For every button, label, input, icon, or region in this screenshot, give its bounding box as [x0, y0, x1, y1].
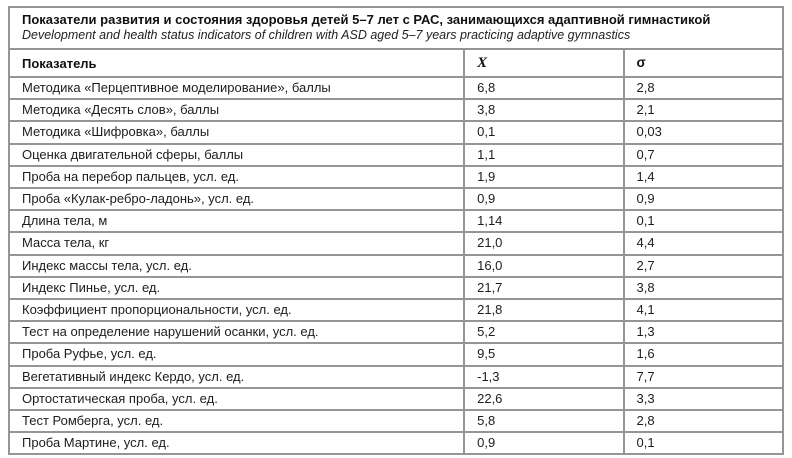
cell-sigma: 0,9 — [622, 187, 785, 212]
table-row: Коэффициент пропорциональности, усл. ед.… — [7, 298, 785, 323]
cell-indicator: Индекс массы тела, усл. ед. — [7, 253, 466, 278]
cell-indicator: Тест на определение нарушений осанки, ус… — [7, 320, 466, 345]
cell-indicator: Индекс Пинье, усл. ед. — [7, 275, 466, 301]
cell-indicator: Методика «Шифровка», баллы — [7, 120, 466, 145]
caption-subtitle-en: Development and health status indicators… — [22, 28, 631, 42]
cell-sigma: 3,3 — [622, 386, 785, 412]
page: Показатели развития и состояния здоровья… — [7, 6, 785, 456]
table-row: Проба Мартине, усл. ед. 0,9 0,1 — [7, 431, 785, 456]
cell-sigma: 0,1 — [622, 431, 785, 456]
table-row: Индекс Пинье, усл. ед. 21,7 3,8 — [7, 275, 785, 301]
table-row: Вегетативный индекс Кердо, усл. ед. -1,3 7… — [7, 364, 785, 389]
cell-mean: 9,5 — [463, 342, 625, 367]
cell-indicator: Оценка двигательной сферы, баллы — [7, 142, 466, 167]
table-body: Методика «Перцептивное моделирование», б… — [7, 75, 785, 456]
cell-mean: 6,8 — [463, 75, 625, 101]
cell-indicator: Проба Руфье, усл. ед. — [7, 342, 466, 367]
cell-mean: 16,0 — [463, 253, 625, 278]
cell-sigma: 1,3 — [622, 320, 785, 345]
column-header-sigma: σ — [622, 48, 785, 78]
table-row: Оценка двигательной сферы, баллы 1,1 0,7 — [7, 142, 785, 167]
cell-sigma: 1,6 — [622, 342, 785, 367]
cell-mean: 21,0 — [463, 231, 625, 256]
cell-indicator: Длина тела, м — [7, 209, 466, 234]
cell-indicator: Тест Ромберга, усл. ед. — [7, 409, 466, 434]
cell-mean: 3,8 — [463, 98, 625, 123]
cell-mean: 5,2 — [463, 320, 625, 345]
caption-title-ru: Показатели развития и состояния здоровья… — [22, 12, 711, 27]
table-row: Методика «Шифровка», баллы 0,1 0,03 — [7, 120, 785, 145]
cell-indicator: Проба на перебор пальцев, усл. ед. — [7, 164, 466, 190]
cell-sigma: 4,4 — [622, 231, 785, 256]
table-row: Масса тела, кг 21,0 4,4 — [7, 231, 785, 256]
cell-indicator: Вегетативный индекс Кердо, усл. ед. — [7, 364, 466, 389]
table-row: Проба на перебор пальцев, усл. ед. 1,9 1,4 — [7, 164, 785, 190]
column-header-mean: X — [463, 48, 625, 78]
indicators-table: Показатели развития и состояния здоровья… — [7, 6, 785, 456]
cell-mean: 1,14 — [463, 209, 625, 234]
table-row: Проба Руфье, усл. ед. 9,5 1,6 — [7, 342, 785, 367]
cell-sigma: 2,7 — [622, 253, 785, 278]
cell-sigma: 1,4 — [622, 164, 785, 190]
cell-mean: 0,1 — [463, 120, 625, 145]
cell-mean: 21,7 — [463, 275, 625, 301]
cell-mean: 0,9 — [463, 187, 625, 212]
cell-indicator: Коэффициент пропорциональности, усл. ед. — [7, 298, 466, 323]
table-row: Методика «Перцептивное моделирование», б… — [7, 75, 785, 101]
cell-indicator: Методика «Перцептивное моделирование», б… — [7, 75, 466, 101]
table-row: Длина тела, м 1,14 0,1 — [7, 209, 785, 234]
cell-sigma: 0,03 — [622, 120, 785, 145]
cell-sigma: 0,7 — [622, 142, 785, 167]
table-row: Тест Ромберга, усл. ед. 5,8 2,8 — [7, 409, 785, 434]
cell-indicator: Методика «Десять слов», баллы — [7, 98, 466, 123]
caption-row: Показатели развития и состояния здоровья… — [8, 6, 784, 50]
column-header-indicator: Показатель — [7, 48, 466, 78]
header-row: Показатель X σ — [7, 48, 785, 78]
table-row: Ортостатическая проба, усл. ед. 22,6 3,3 — [7, 386, 785, 412]
cell-sigma: 2,8 — [622, 75, 785, 101]
table-caption: Показатели развития и состояния здоровья… — [8, 6, 784, 50]
cell-indicator: Масса тела, кг — [7, 231, 466, 256]
table-row: Проба «Кулак-ребро-ладонь», усл. ед. 0,9 0… — [7, 187, 785, 212]
cell-sigma: 3,8 — [622, 275, 785, 301]
table-row: Индекс массы тела, усл. ед. 16,0 2,7 — [7, 253, 785, 278]
cell-sigma: 4,1 — [622, 298, 785, 323]
cell-sigma: 2,1 — [622, 98, 785, 123]
cell-indicator: Ортостатическая проба, усл. ед. — [7, 386, 466, 412]
table-row: Методика «Десять слов», баллы 3,8 2,1 — [7, 98, 785, 123]
cell-mean: -1,3 — [463, 364, 625, 389]
cell-mean: 1,1 — [463, 142, 625, 167]
cell-mean: 21,8 — [463, 298, 625, 323]
cell-mean: 5,8 — [463, 409, 625, 434]
cell-indicator: Проба «Кулак-ребро-ладонь», усл. ед. — [7, 187, 466, 212]
cell-sigma: 0,1 — [622, 209, 785, 234]
cell-mean: 0,9 — [463, 431, 625, 456]
table-row: Тест на определение нарушений осанки, ус… — [7, 320, 785, 345]
cell-mean: 22,6 — [463, 386, 625, 412]
cell-sigma: 7,7 — [622, 364, 785, 389]
cell-indicator: Проба Мартине, усл. ед. — [7, 431, 466, 456]
cell-sigma: 2,8 — [622, 409, 785, 434]
cell-mean: 1,9 — [463, 164, 625, 190]
